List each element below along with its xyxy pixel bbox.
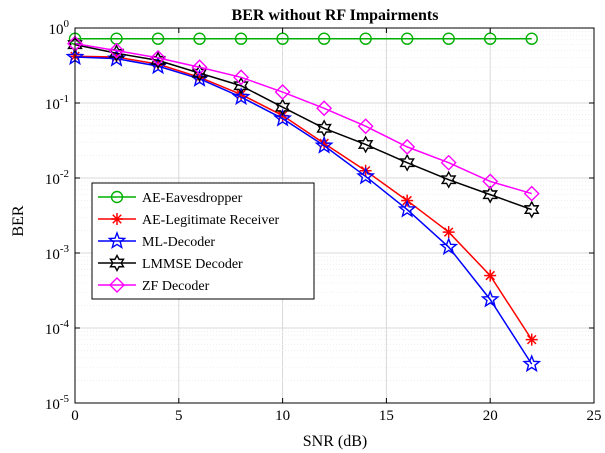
data-point: [484, 32, 497, 45]
x-tick-label: 20: [483, 408, 498, 424]
data-point: [317, 32, 331, 45]
data-point: [482, 185, 498, 204]
series-layer: [65, 32, 542, 373]
data-point: [525, 32, 538, 45]
legend: AE-Eavesdropper AE-Legitimate Receiver ML-…: [91, 182, 315, 300]
chart-title: BER without RF Impairments: [232, 7, 439, 24]
data-point: [108, 42, 125, 59]
data-point: [440, 170, 457, 189]
legend-entry: AE-Legitimate Receiver: [98, 213, 280, 228]
legend-label: AE-Eavesdropper: [142, 191, 243, 206]
data-point: [357, 135, 374, 154]
legend-entry: AE-Eavesdropper: [98, 190, 243, 206]
legend-label: AE-Legitimate Receiver: [142, 213, 280, 228]
data-point: [522, 354, 542, 373]
y-tick-label: 10-5: [45, 393, 70, 413]
series-ae-eavesdropper: [68, 32, 538, 45]
data-point: [399, 153, 415, 172]
data-point: [107, 231, 127, 250]
legend-label: ML-Decoder: [142, 235, 215, 250]
data-point: [150, 49, 167, 66]
data-point: [273, 108, 293, 127]
x-tick-label: 0: [71, 408, 79, 424]
data-point: [356, 166, 376, 185]
legend-entry: LMMSE Decoder: [98, 254, 243, 272]
series-line: [74, 43, 532, 211]
data-point: [233, 76, 249, 95]
data-point: [440, 154, 457, 171]
data-point: [274, 98, 291, 117]
data-point: [316, 100, 333, 117]
plot-frame: [74, 27, 595, 404]
series-line: [74, 42, 532, 195]
data-point: [231, 87, 251, 106]
y-axis-title: BER: [10, 205, 27, 236]
data-point: [316, 119, 332, 138]
data-point: [314, 135, 334, 154]
data-point: [399, 138, 416, 155]
data-point: [109, 254, 125, 272]
asterisk-stroke: [485, 270, 495, 281]
data-point: [276, 32, 289, 45]
data-point: [193, 32, 206, 45]
data-point: [109, 277, 125, 293]
data-point: [525, 333, 538, 346]
data-point: [274, 84, 291, 101]
data-point: [111, 213, 123, 225]
data-point: [480, 289, 500, 308]
x-tick-label: 25: [587, 408, 602, 424]
axis-ticks: 0 5 10 15 20 25 10-5 10-4 10-3 10-2 10-1 100: [45, 18, 602, 424]
data-point: [523, 200, 540, 219]
legend-label: ZF Decoder: [142, 279, 210, 294]
legend-entry: ML-Decoder: [98, 231, 215, 250]
data-point: [397, 199, 417, 218]
legend-label: LMMSE Decoder: [142, 257, 243, 272]
data-point: [151, 32, 165, 45]
x-tick-label: 15: [379, 408, 394, 424]
asterisk-stroke: [112, 214, 122, 224]
x-tick-label: 10: [275, 408, 290, 424]
data-point: [484, 269, 497, 282]
y-tick-label: 10-3: [45, 243, 70, 263]
asterisk-stroke: [526, 334, 537, 345]
data-point: [359, 32, 372, 45]
x-tick-label: 5: [175, 408, 183, 424]
y-tick-label: 10-2: [45, 168, 69, 188]
series-zf-decoder: [67, 35, 540, 202]
asterisk-stroke: [443, 227, 454, 237]
data-point: [234, 32, 248, 45]
data-point: [400, 32, 414, 45]
x-axis-title: SNR (dB): [303, 433, 367, 450]
data-point: [191, 59, 208, 76]
data-point: [482, 173, 499, 190]
data-point: [233, 69, 250, 86]
data-point: [110, 190, 124, 204]
data-point: [523, 185, 540, 202]
data-point: [442, 226, 455, 239]
legend-entry: ZF Decoder: [98, 277, 210, 294]
y-tick-label: 10-4: [45, 318, 70, 338]
y-tick-label: 10-1: [45, 93, 69, 113]
y-tick-label: 100: [49, 18, 70, 38]
data-point: [439, 237, 459, 256]
data-point: [442, 32, 455, 45]
series-line: [74, 55, 533, 341]
data-point: [357, 118, 374, 135]
